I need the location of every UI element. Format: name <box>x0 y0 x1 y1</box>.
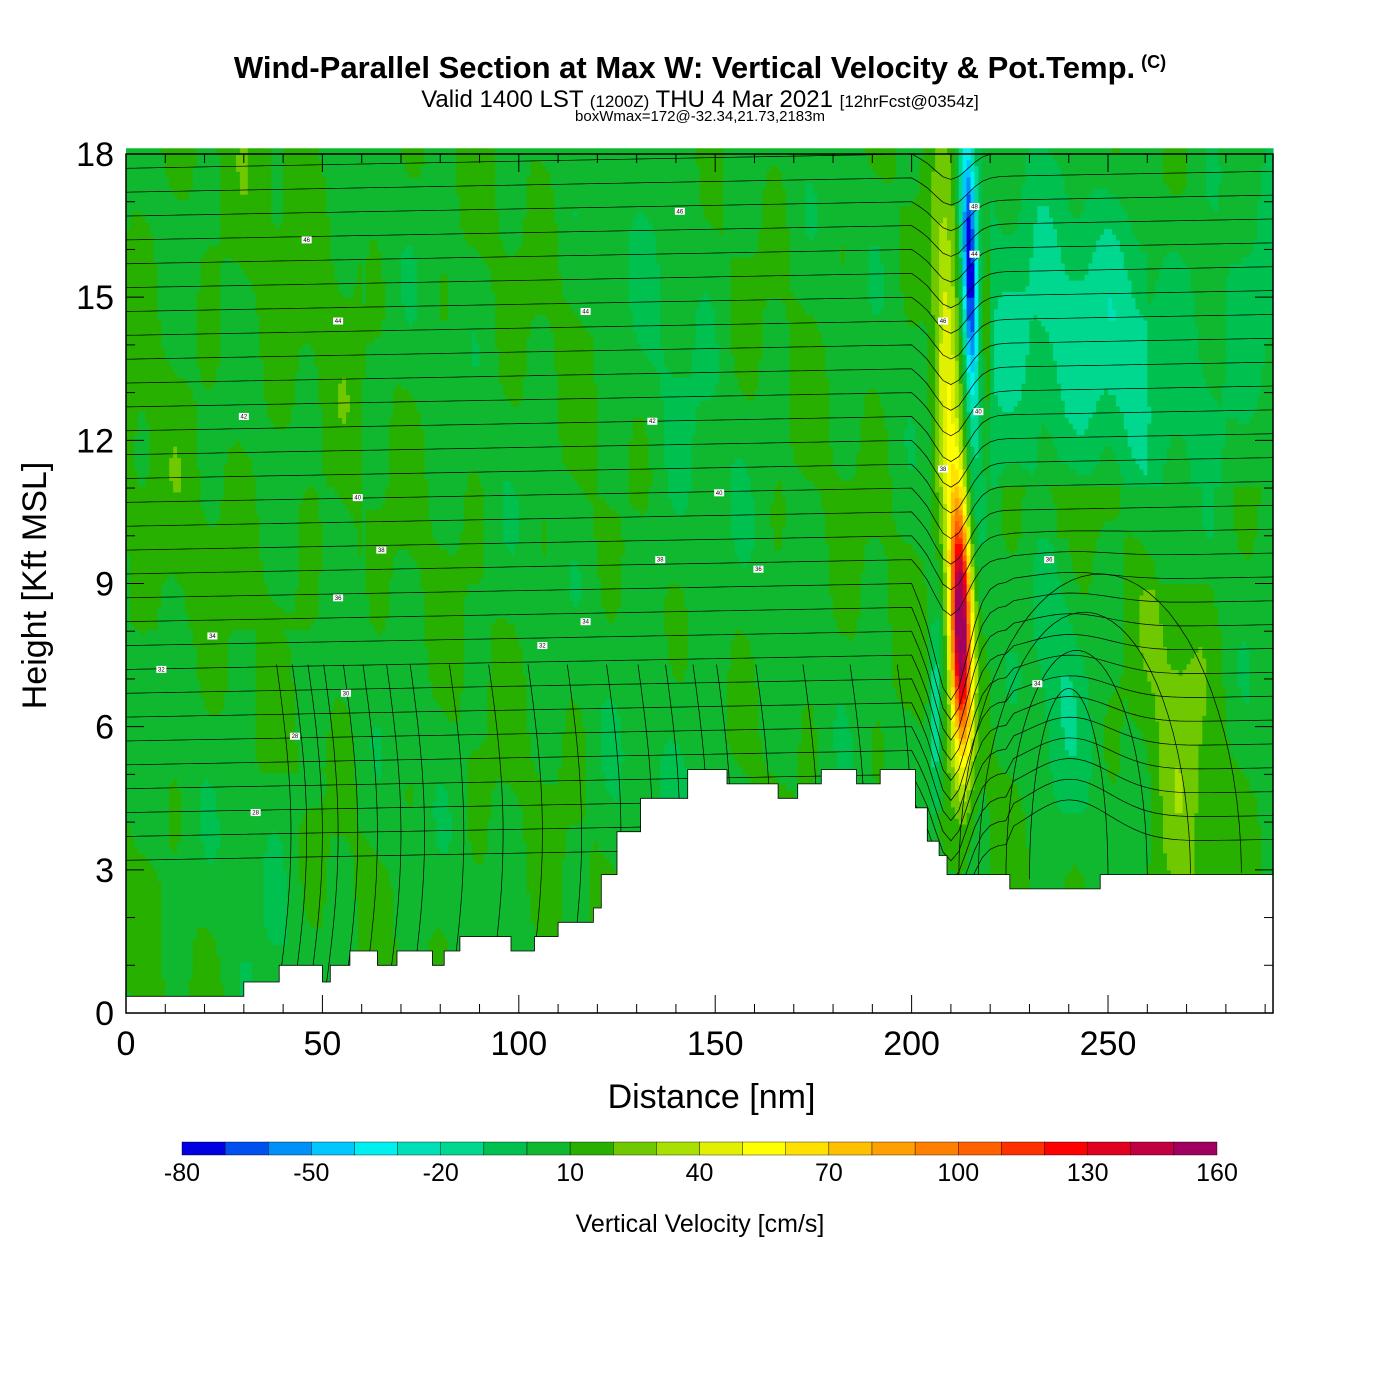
theta-contour-label: 32 <box>156 666 166 674</box>
theta-contour-label: 42 <box>647 418 657 426</box>
y-tick-label: 0 <box>95 995 114 1033</box>
theta-contour-label: 34 <box>207 632 217 640</box>
theta-contour-label: 38 <box>376 547 386 555</box>
y-tick-label: 18 <box>76 136 114 174</box>
colorbar-swatch <box>182 1142 225 1155</box>
colorbar-swatch <box>527 1142 570 1155</box>
theta-contour-label: 46 <box>675 208 685 216</box>
y-tick-label: 12 <box>76 422 114 460</box>
theta-contour-label: 44 <box>581 308 591 316</box>
colorbar-swatch <box>311 1142 354 1155</box>
theta-contour-label: 38 <box>938 465 948 473</box>
y-axis-title: Height [Kft MSL] <box>16 462 54 710</box>
colorbar-swatch <box>570 1142 613 1155</box>
colorbar-swatch <box>656 1142 699 1155</box>
colorbar-swatch <box>398 1142 441 1155</box>
theta-contour-label: 38 <box>655 556 665 564</box>
colorbar-swatch <box>268 1142 311 1155</box>
theta-contour-label: 32 <box>537 642 547 650</box>
x-tick-label: 250 <box>1080 1025 1137 1063</box>
theta-contour-label: 46 <box>938 318 948 326</box>
colorbar-swatch <box>613 1142 656 1155</box>
colorbar-swatch <box>484 1142 527 1155</box>
colorbar-tick-label: 40 <box>686 1159 714 1187</box>
theta-contour-label: 44 <box>333 318 343 326</box>
colorbar: -80 -50 -20 10 40 70 100 130 160 Vertical Velocit… <box>164 1142 1238 1238</box>
theta-contour-label: 34 <box>1032 680 1042 688</box>
theta-contour-label: 40 <box>973 408 983 416</box>
cross-section-chart: 3234363840424446302828323438364042444646… <box>0 0 1400 1400</box>
colorbar-tick-label: -80 <box>164 1159 200 1187</box>
x-tick-label: 200 <box>883 1025 940 1063</box>
colorbar-tick-label: 10 <box>556 1159 584 1187</box>
x-axis-title: Distance [nm] <box>608 1078 816 1116</box>
colorbar-swatch <box>958 1142 1001 1155</box>
colorbar-swatch <box>700 1142 743 1155</box>
colorbar-swatch <box>355 1142 398 1155</box>
colorbar-swatch <box>441 1142 484 1155</box>
theta-contour-label: 30 <box>341 690 351 698</box>
colorbar-swatch <box>872 1142 915 1155</box>
theta-contour-label: 34 <box>581 618 591 626</box>
theta-contour-label: 36 <box>333 594 343 602</box>
colorbar-title: Vertical Velocity [cm/s] <box>576 1210 825 1238</box>
theta-contour-label: 40 <box>353 494 363 502</box>
colorbar-tick-label: 130 <box>1067 1159 1109 1187</box>
y-tick-label: 3 <box>95 852 114 890</box>
colorbar-swatch <box>743 1142 786 1155</box>
colorbar-swatch <box>1001 1142 1044 1155</box>
colorbar-swatch <box>1045 1142 1088 1155</box>
theta-contour-label: 28 <box>251 809 261 817</box>
colorbar-swatch <box>1088 1142 1131 1155</box>
theta-contour-label: 28 <box>290 733 300 741</box>
theta-contour-label: 48 <box>969 203 979 211</box>
theta-contour-label: 46 <box>302 236 312 244</box>
theta-contour-label: 44 <box>969 251 979 259</box>
colorbar-swatch <box>786 1142 829 1155</box>
y-tick-label: 9 <box>95 566 114 604</box>
colorbar-swatch <box>829 1142 872 1155</box>
y-tick-label: 15 <box>76 279 114 317</box>
colorbar-tick-label: -50 <box>293 1159 329 1187</box>
theta-contour-label: 36 <box>1044 556 1054 564</box>
colorbar-tick-label: 100 <box>937 1159 979 1187</box>
x-tick-label: 0 <box>117 1025 136 1063</box>
colorbar-tick-label: 160 <box>1196 1159 1238 1187</box>
theta-contour-label: 40 <box>714 489 724 497</box>
theta-contour-label: 36 <box>753 566 763 574</box>
colorbar-tick-label: -20 <box>423 1159 459 1187</box>
colorbar-swatch <box>225 1142 268 1155</box>
x-tick-label: 100 <box>490 1025 547 1063</box>
y-tick-label: 6 <box>95 709 114 747</box>
colorbar-tick-label: 70 <box>815 1159 843 1187</box>
x-tick-label: 50 <box>303 1025 341 1063</box>
theta-contour-label: 42 <box>239 413 249 421</box>
x-tick-label: 150 <box>687 1025 744 1063</box>
colorbar-swatch <box>1131 1142 1174 1155</box>
colorbar-swatch <box>1174 1142 1217 1155</box>
colorbar-swatch <box>915 1142 958 1155</box>
